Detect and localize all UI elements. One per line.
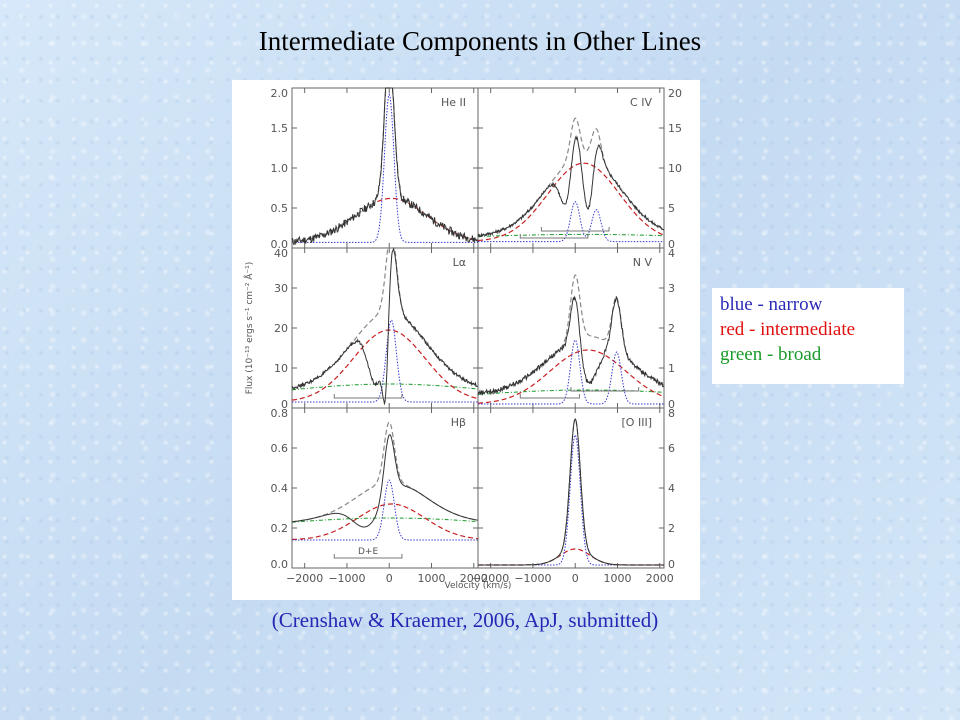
narrow-component	[292, 92, 478, 243]
narrow-component	[292, 479, 478, 541]
y-tick-label: 0.6	[271, 442, 289, 455]
panel-frame	[477, 407, 665, 569]
y-tick-label: 2	[668, 522, 675, 535]
broad-component	[478, 233, 664, 237]
legend-item-intermediate: red - intermediate	[720, 317, 904, 342]
legend-color-word: blue	[720, 294, 753, 315]
legend-item-narrow: blue - narrow	[720, 292, 904, 317]
panel-name: Lα	[453, 256, 466, 269]
intermediate-component	[478, 548, 664, 566]
y-tick-label: 2.0	[271, 87, 289, 100]
y-tick-label: 5	[668, 202, 675, 215]
panel-name: C IV	[630, 96, 652, 109]
spectra-figure: 0.0 0.5 1.0 1.5 2.0 He II 0 5 10 15 20 C IV 0 10 20 30 4…	[232, 80, 700, 600]
x-tick-label: 2000	[460, 572, 488, 585]
legend-sep: -	[744, 319, 761, 340]
absorption-bracket	[333, 554, 403, 559]
panel-name: N V	[633, 256, 653, 269]
y-tick-label: 40	[274, 247, 288, 260]
y-tick-label: 4	[668, 247, 675, 260]
total-model	[291, 421, 479, 523]
y-tick-label: 8	[668, 407, 675, 420]
citation: (Crenshaw & Kraemer, 2006, ApJ, submitte…	[271, 608, 659, 632]
total-model	[478, 417, 664, 566]
panel-frame	[291, 407, 479, 569]
absorption-bracket	[519, 234, 589, 239]
observed-spectrum	[477, 135, 665, 238]
y-tick-label: 10	[668, 162, 682, 175]
y-tick-label: 0.4	[271, 482, 289, 495]
x-tick-label: −1000	[328, 572, 365, 585]
x-tick-label: −2000	[286, 572, 323, 585]
absorption-bracket	[519, 394, 580, 399]
total-model	[477, 274, 665, 395]
observed-spectrum	[291, 434, 479, 528]
total-model	[477, 117, 665, 237]
y-tick-label: 4	[668, 482, 675, 495]
broad-component	[291, 517, 478, 523]
y-tick-label: 10	[274, 362, 288, 375]
legend-item-broad: green - broad	[720, 342, 904, 367]
x-tick-label: 2000	[646, 572, 674, 585]
x-tick-label: −1000	[514, 572, 551, 585]
x-tick-label: 1000	[604, 572, 632, 585]
y-tick-label: 1.5	[271, 122, 289, 135]
intermediate-component	[291, 329, 479, 401]
absorption-bracket	[333, 394, 403, 399]
legend-box: blue - narrow red - intermediate green -…	[712, 288, 904, 384]
panel-frame	[477, 247, 665, 409]
y-tick-label: 0	[281, 398, 288, 411]
panel-name: He II	[441, 96, 466, 109]
observed-spectrum	[291, 87, 479, 246]
y-tick-label: 15	[668, 122, 682, 135]
y-tick-label: 0.0	[271, 238, 289, 251]
y-tick-label: 30	[274, 282, 288, 295]
y-tick-label: 0.8	[271, 407, 289, 420]
observed-spectrum	[291, 246, 479, 406]
y-tick-label: 0	[668, 558, 675, 571]
observed-spectrum	[477, 295, 665, 396]
y-axis-label: Flux (10⁻¹³ ergs s⁻¹ cm⁻² Å⁻¹)	[243, 262, 255, 395]
slide-title: Intermediate Components in Other Lines	[258, 26, 702, 56]
x-tick-label: 0	[572, 572, 579, 585]
intermediate-component	[292, 503, 478, 541]
y-tick-label: 1.0	[271, 162, 289, 175]
observed-spectrum	[478, 418, 664, 566]
legend-sep: -	[762, 344, 779, 365]
y-tick-label: 3	[668, 282, 675, 295]
y-tick-label: 6	[668, 442, 675, 455]
x-tick-label: 0	[386, 572, 393, 585]
y-tick-label: 1	[668, 362, 675, 375]
y-tick-label: 20	[668, 87, 682, 100]
legend-color-word: green	[720, 344, 763, 365]
legend-label: broad	[778, 344, 822, 365]
x-tick-label: −2000	[472, 572, 509, 585]
y-tick-label: 20	[274, 322, 288, 335]
panel-name: [O III]	[622, 416, 652, 429]
narrow-component	[478, 339, 664, 405]
legend-label: narrow	[768, 294, 823, 315]
total-model	[292, 87, 479, 242]
narrow-component	[292, 319, 478, 403]
x-axis-label: Velocity (km/s)	[445, 581, 512, 591]
narrow-component	[478, 200, 664, 243]
broad-component	[291, 383, 479, 391]
intermediate-component	[477, 349, 665, 404]
panel-name: Hβ	[451, 416, 466, 429]
y-tick-label: 0.2	[271, 522, 289, 535]
absorption-bracket	[570, 387, 640, 392]
legend-color-word: red	[720, 319, 745, 340]
x-tick-label: 1000	[418, 572, 446, 585]
bracket-label: D+E	[358, 547, 378, 557]
absorption-bracket	[540, 227, 610, 232]
y-tick-label: 0.5	[271, 202, 289, 215]
legend-sep: -	[752, 294, 769, 315]
y-tick-label: 0	[668, 398, 675, 411]
legend-label: intermediate	[760, 319, 856, 340]
y-tick-label: 0	[668, 238, 675, 251]
y-tick-label: 2	[668, 322, 675, 335]
y-tick-label: 0.0	[271, 558, 289, 571]
